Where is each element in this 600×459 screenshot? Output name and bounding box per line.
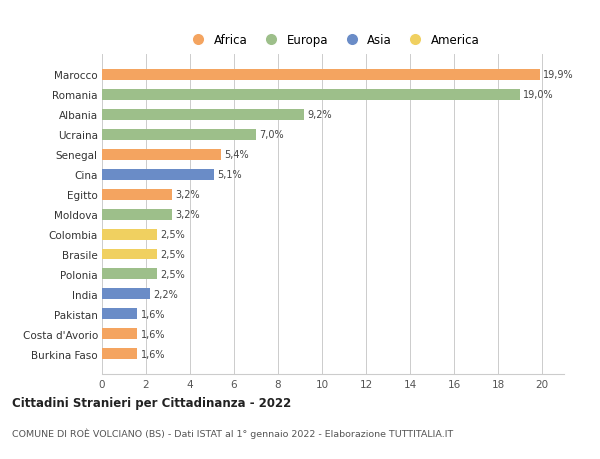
Text: 5,1%: 5,1% [218,170,242,180]
Bar [102,109,304,120]
Text: 1,6%: 1,6% [140,349,165,359]
Bar [102,149,221,160]
Text: 19,0%: 19,0% [523,90,554,100]
Text: 3,2%: 3,2% [176,190,200,200]
Text: Cittadini Stranieri per Cittadinanza - 2022: Cittadini Stranieri per Cittadinanza - 2… [12,396,291,409]
Text: 2,5%: 2,5% [160,230,185,240]
Bar [102,129,256,140]
Text: COMUNE DI ROÈ VOLCIANO (BS) - Dati ISTAT al 1° gennaio 2022 - Elaborazione TUTTI: COMUNE DI ROÈ VOLCIANO (BS) - Dati ISTAT… [12,428,453,438]
Text: 2,5%: 2,5% [160,249,185,259]
Bar [102,349,137,359]
Legend: Africa, Europa, Asia, America: Africa, Europa, Asia, America [182,29,484,51]
Bar [102,329,137,340]
Text: 2,2%: 2,2% [154,289,178,299]
Text: 9,2%: 9,2% [308,110,332,120]
Bar [102,70,540,80]
Bar [102,309,137,320]
Bar [102,209,172,220]
Bar [102,249,157,260]
Text: 19,9%: 19,9% [543,70,574,80]
Bar [102,189,172,200]
Text: 7,0%: 7,0% [259,130,284,140]
Text: 2,5%: 2,5% [160,269,185,280]
Bar [102,229,157,240]
Text: 1,6%: 1,6% [140,309,165,319]
Bar [102,289,151,300]
Text: 3,2%: 3,2% [176,210,200,219]
Bar [102,269,157,280]
Text: 1,6%: 1,6% [140,329,165,339]
Bar [102,169,214,180]
Bar [102,90,520,101]
Text: 5,4%: 5,4% [224,150,249,160]
